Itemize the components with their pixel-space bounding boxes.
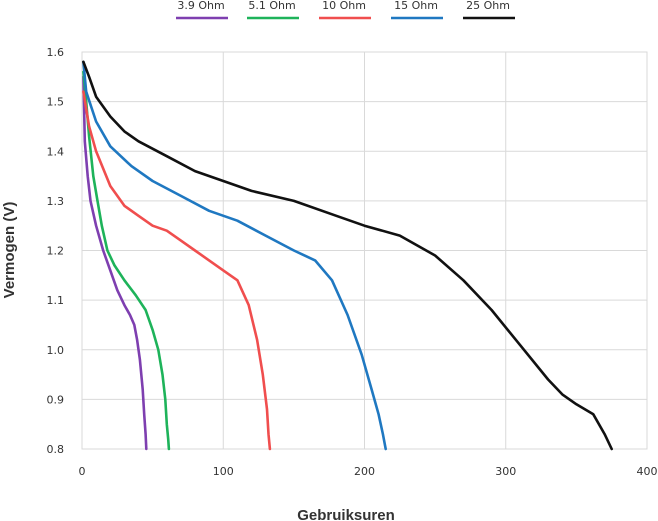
x-axis-ticks: 0 100 200 300 400 [79, 465, 658, 478]
plot-area-frame [81, 51, 648, 450]
legend-label: 15 Ohm [394, 0, 438, 12]
series-line-0 [82, 75, 148, 451]
series-line-1 [82, 70, 171, 451]
series-lines [82, 60, 613, 451]
x-tick-label: 300 [495, 465, 516, 478]
x-axis-title: Gebruiksuren [297, 507, 395, 521]
x-tick-label: 200 [354, 465, 375, 478]
y-tick-label: 1.1 [47, 294, 65, 307]
legend-item: 5.1 Ohm [247, 0, 299, 20]
y-tick-label: 1.0 [47, 344, 65, 357]
series-line-4 [82, 60, 613, 451]
y-tick-label: 1.5 [47, 96, 65, 109]
legend-label: 5.1 Ohm [248, 0, 295, 12]
legend-label: 10 Ohm [322, 0, 366, 12]
x-tick-label: 0 [79, 465, 86, 478]
y-axis-title: Vermogen (V) [1, 202, 18, 299]
y-tick-label: 1.3 [47, 195, 65, 208]
grid [81, 51, 648, 450]
x-tick-label: 400 [637, 465, 658, 478]
y-axis-ticks: 0.8 0.9 1.0 1.1 1.2 1.3 1.4 1.5 1.6 [47, 46, 65, 456]
legend-label: 3.9 Ohm [177, 0, 224, 12]
legend-label: 25 Ohm [466, 0, 510, 12]
y-tick-label: 1.6 [47, 46, 65, 59]
x-tick-label: 100 [213, 465, 234, 478]
legend-item: 3.9 Ohm [176, 0, 228, 20]
series-line-3 [82, 60, 387, 451]
legend: 3.9 Ohm 5.1 Ohm 10 Ohm 15 Ohm 25 Ohm [176, 0, 515, 20]
legend-item: 15 Ohm [391, 0, 443, 20]
y-tick-label: 0.8 [47, 443, 65, 456]
y-tick-label: 1.4 [47, 145, 65, 158]
series-line-2 [82, 90, 272, 451]
legend-item: 10 Ohm [319, 0, 371, 20]
legend-item: 25 Ohm [463, 0, 515, 20]
y-tick-label: 0.9 [47, 393, 65, 406]
y-tick-label: 1.2 [47, 245, 65, 258]
